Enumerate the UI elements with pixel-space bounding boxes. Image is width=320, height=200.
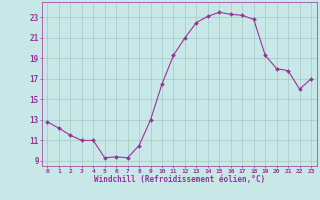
X-axis label: Windchill (Refroidissement éolien,°C): Windchill (Refroidissement éolien,°C) bbox=[94, 175, 265, 184]
